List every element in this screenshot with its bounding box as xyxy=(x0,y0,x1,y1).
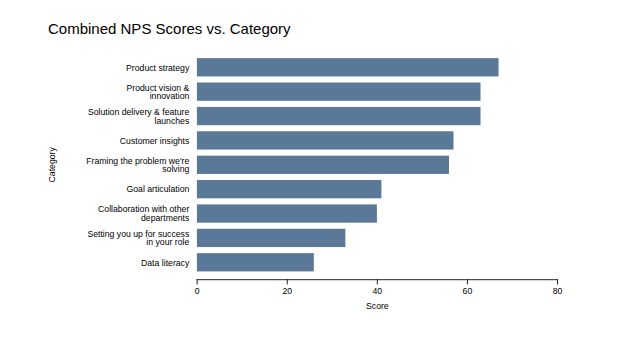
svg-text:60: 60 xyxy=(463,286,473,296)
svg-text:Customer insights: Customer insights xyxy=(120,136,190,146)
svg-text:0: 0 xyxy=(195,286,200,296)
svg-text:Framing the problem we'resolvi: Framing the problem we'resolving xyxy=(86,156,189,175)
svg-text:80: 80 xyxy=(553,286,563,296)
svg-text:Goal articulation: Goal articulation xyxy=(127,184,190,194)
svg-text:Collaboration with otherdepart: Collaboration with otherdepartments xyxy=(98,204,190,223)
svg-text:Category: Category xyxy=(47,147,57,183)
html-text:Combined NPS Scores vs. Catego: Combined NPS Scores vs. Category xyxy=(48,20,291,37)
svg-text:Solution delivery & featurelau: Solution delivery & featurelaunches xyxy=(88,107,190,126)
svg-text:40: 40 xyxy=(373,286,383,296)
svg-text:Setting you up for successin y: Setting you up for successin your role xyxy=(87,229,190,248)
svg-text:Score: Score xyxy=(366,301,389,311)
svg-text:Product strategy: Product strategy xyxy=(126,63,190,73)
svg-text:Product vision &innovation: Product vision &innovation xyxy=(127,83,190,102)
svg-text:20: 20 xyxy=(282,286,292,296)
svg-text:Data literacy: Data literacy xyxy=(141,258,190,268)
